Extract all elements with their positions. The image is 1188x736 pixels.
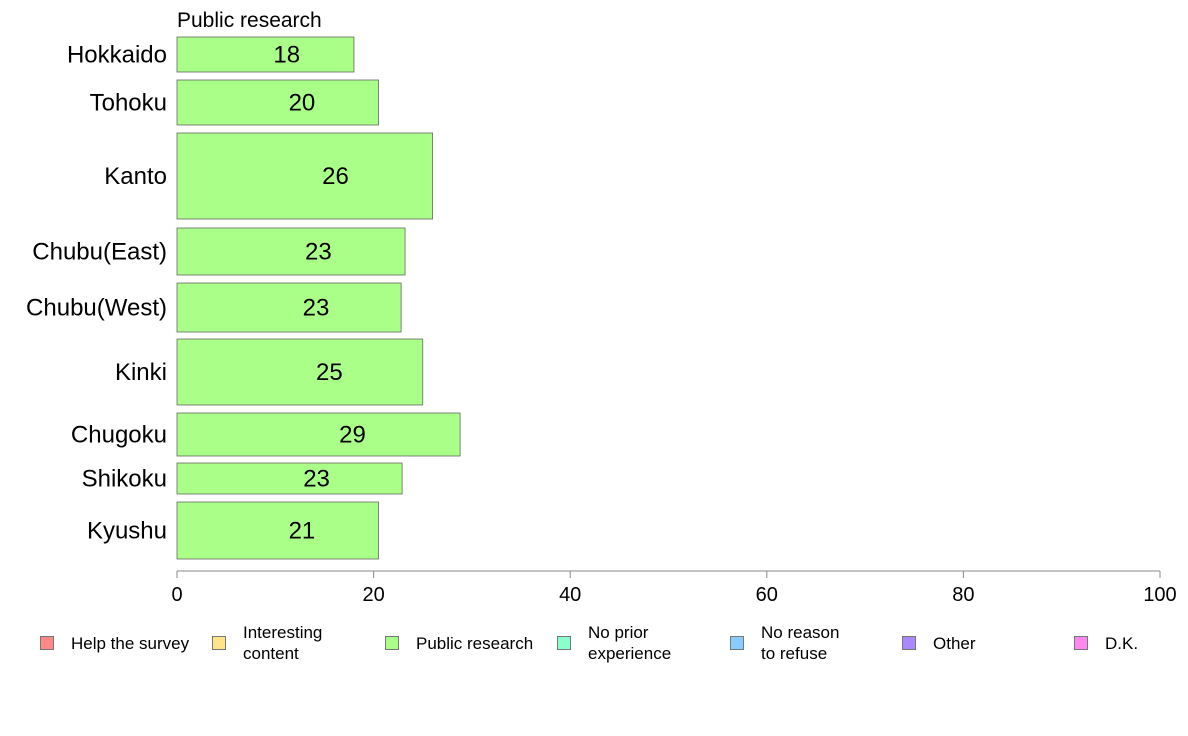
legend-item: No reason to refuse: [730, 618, 839, 668]
data-label: 23: [303, 466, 330, 493]
legend-label: Other: [933, 633, 976, 653]
legend-label: D.K.: [1105, 633, 1139, 653]
bar: [176, 501, 379, 560]
bar: [176, 282, 402, 333]
bar: [176, 132, 433, 220]
panel-title: Public research: [177, 9, 322, 32]
category-label: Chugoku: [71, 422, 167, 449]
x-tick-label: 60: [756, 584, 778, 606]
x-tick-label: 0: [171, 584, 182, 606]
bar: [176, 338, 424, 406]
category-label: Kyushu: [87, 518, 167, 545]
category-label: Chubu(East): [32, 239, 167, 266]
x-tick-label: 40: [559, 584, 581, 606]
legend-item: D.K.: [1074, 618, 1138, 668]
bar: [176, 462, 403, 495]
x-tick-label: 100: [1143, 584, 1176, 606]
x-axis: 0 20 40 60 80 100: [171, 570, 1177, 606]
data-label: 23: [303, 295, 330, 322]
legend-swatch: [902, 636, 916, 650]
legend-item: No prior experience: [557, 618, 671, 668]
bar: [176, 79, 379, 126]
category-label: Kanto: [104, 163, 167, 190]
legend: Help the survey Interesting content Public…: [0, 618, 1188, 668]
bar-chart: Public research Hokkaido 18 Tohoku 20 Kanto 2…: [26, 9, 1177, 606]
legend-swatch: [385, 636, 399, 650]
data-label: 29: [339, 422, 366, 449]
category-label: Shikoku: [82, 466, 167, 493]
legend-item: Public research: [385, 618, 533, 668]
data-label: 26: [322, 163, 349, 190]
legend-item: Interesting content: [212, 618, 322, 668]
legend-item: Help the survey: [40, 618, 189, 668]
bar: [176, 36, 355, 73]
data-label: 21: [289, 518, 316, 545]
bars-group: Hokkaido 18 Tohoku 20 Kanto 26 Chubu(East) 23 Ch…: [26, 36, 461, 560]
legend-swatch: [557, 636, 571, 650]
x-tick-label: 20: [362, 584, 384, 606]
legend-swatch: [40, 636, 54, 650]
data-label: 25: [316, 359, 343, 386]
category-label: Hokkaido: [67, 42, 167, 69]
data-label: 23: [305, 239, 332, 266]
legend-swatch: [1074, 636, 1088, 650]
bar: [176, 227, 406, 276]
legend-label: No prior experience: [588, 623, 672, 663]
legend-label: Public research: [416, 633, 534, 653]
legend-item: Other: [902, 618, 976, 668]
bar: [176, 412, 461, 457]
category-label: Kinki: [115, 359, 167, 386]
legend-label: Interesting content: [243, 623, 323, 663]
data-label: 20: [289, 90, 316, 117]
legend-label: Help the survey: [71, 633, 190, 653]
category-label: Tohoku: [90, 90, 167, 117]
legend-label: No reason to refuse: [761, 623, 840, 663]
x-tick-label: 80: [952, 584, 974, 606]
category-label: Chubu(West): [26, 295, 167, 322]
legend-swatch: [212, 636, 226, 650]
legend-swatch: [730, 636, 744, 650]
data-label: 18: [273, 42, 300, 69]
